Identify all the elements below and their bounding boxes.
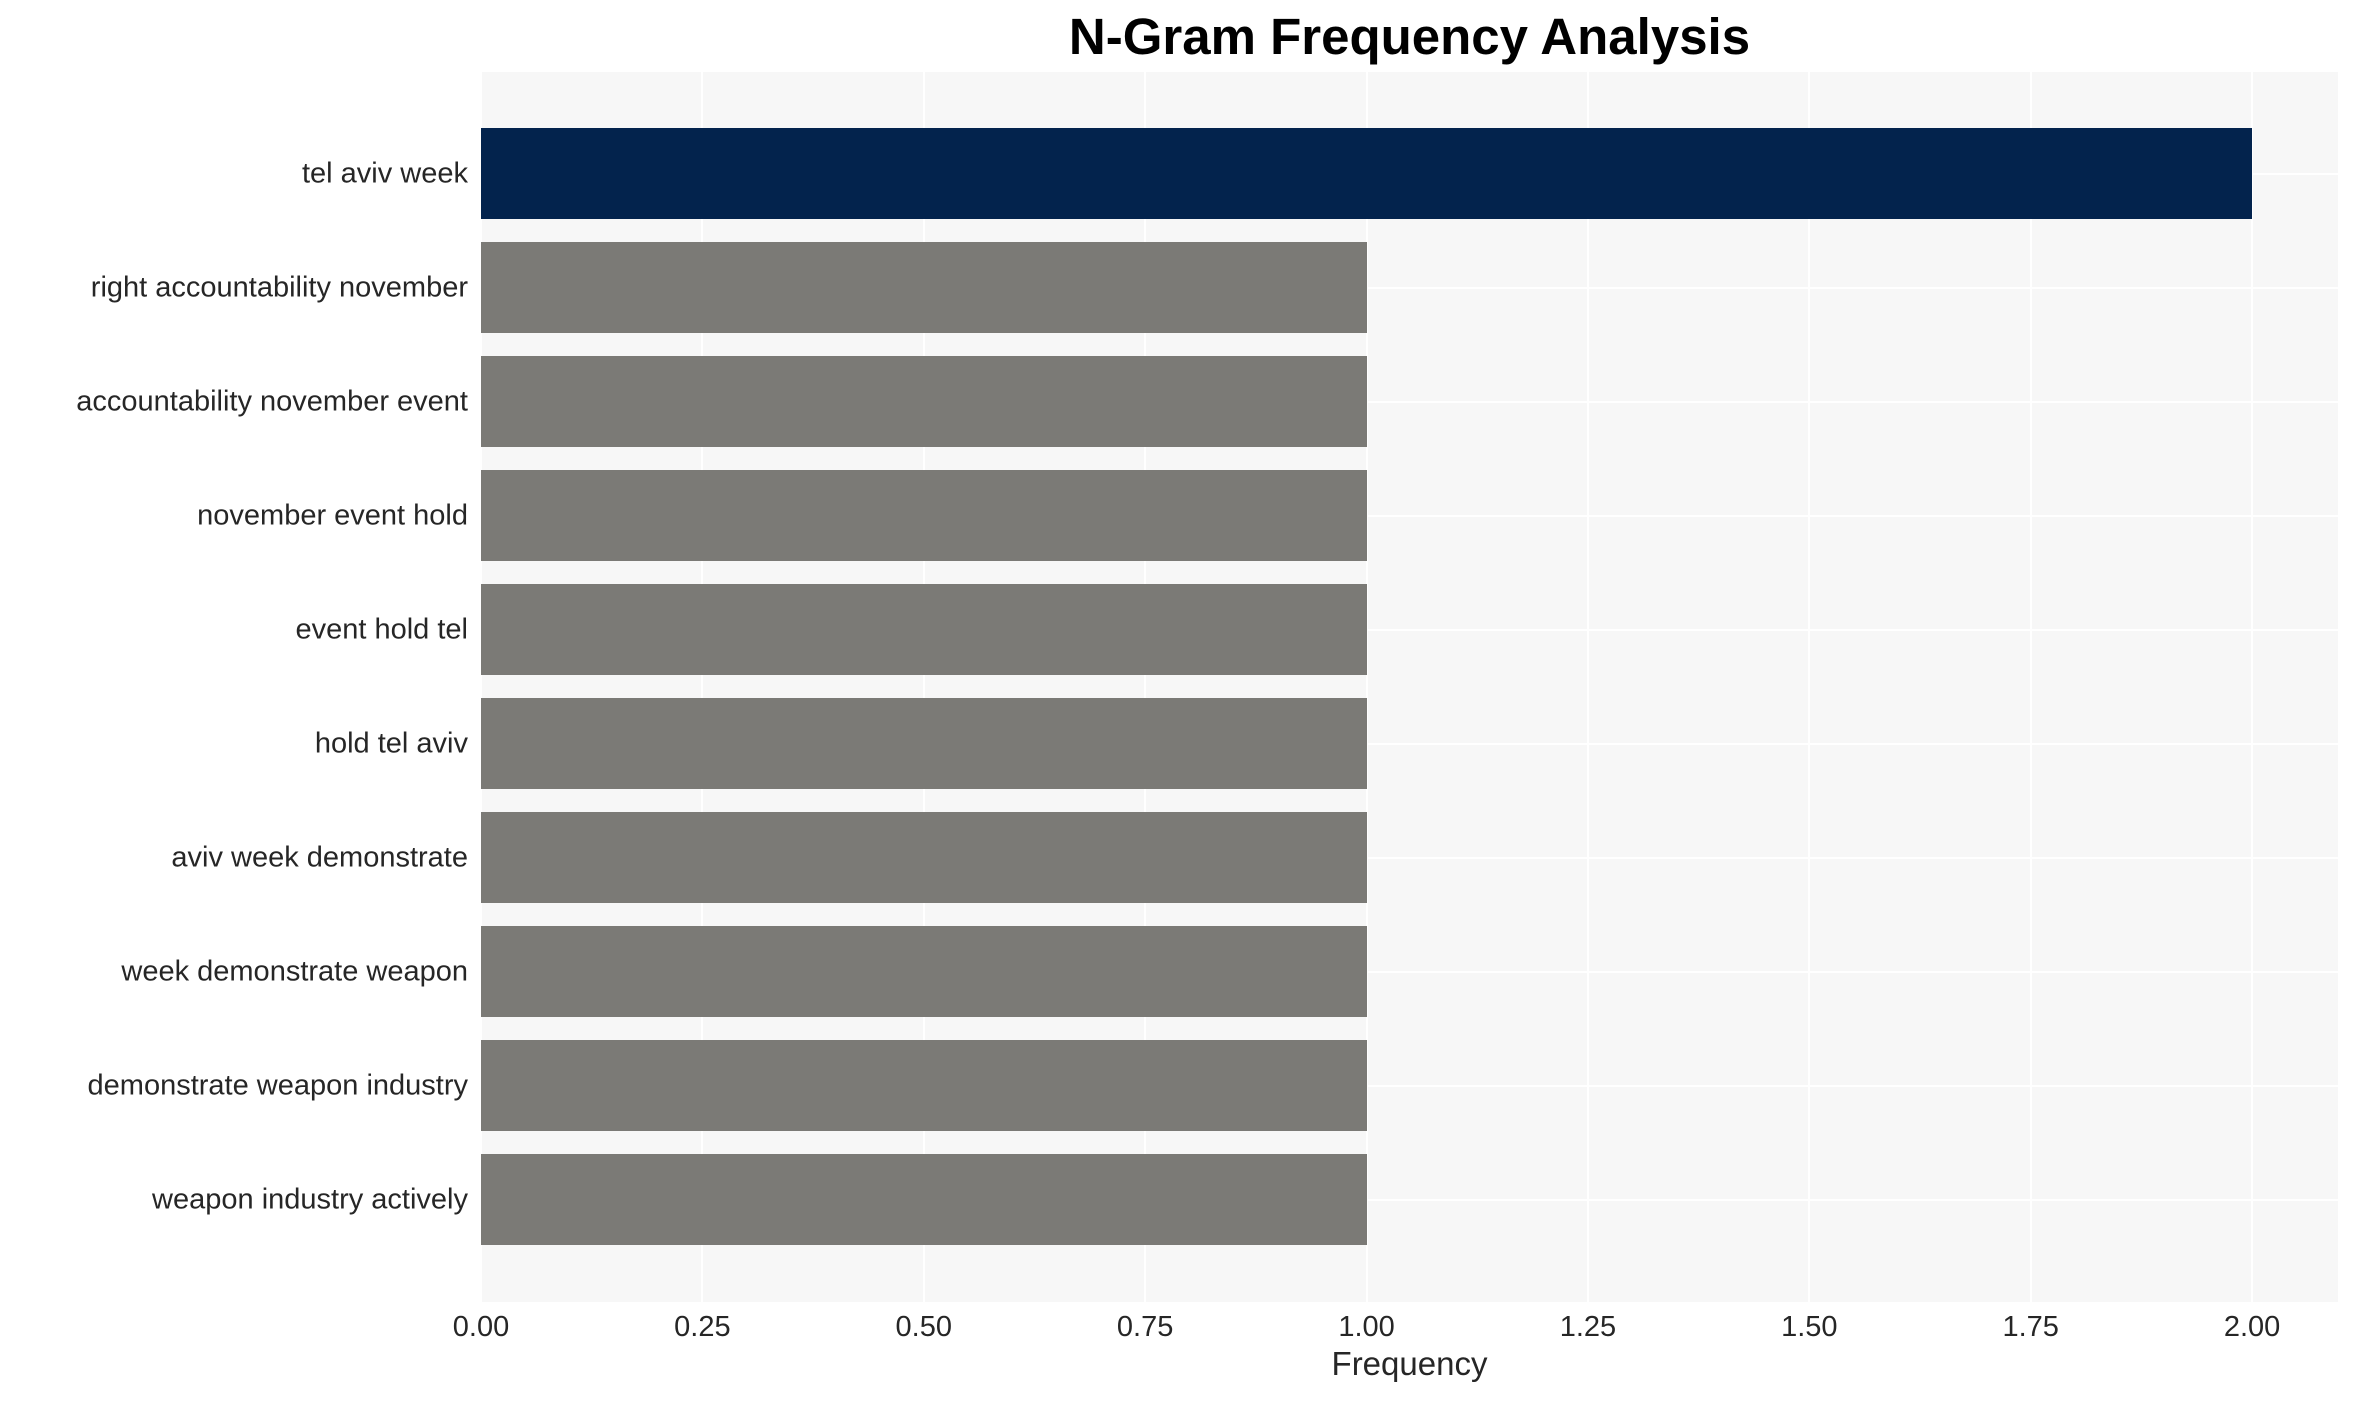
h-gridline — [481, 742, 2338, 745]
bar — [481, 1040, 1367, 1131]
y-axis-labels: tel aviv week right accountability novemb… — [0, 72, 468, 1302]
y-tick-label: weapon industry actively — [152, 1183, 468, 1215]
bar — [481, 584, 1367, 675]
y-tick-label: aviv week demonstrate — [171, 841, 468, 873]
x-tick-label: 1.00 — [1338, 1311, 1395, 1343]
y-tick-label: accountability november event — [76, 385, 468, 417]
h-gridline — [481, 628, 2338, 631]
v-gridline — [480, 72, 482, 1302]
bar — [481, 470, 1367, 561]
h-gridline — [481, 286, 2338, 289]
y-tick-label: event hold tel — [295, 613, 468, 645]
h-gridline — [481, 1198, 2338, 1201]
x-tick-label: 0.25 — [674, 1311, 731, 1343]
v-gridline — [1365, 72, 1368, 1302]
chart-title: N-Gram Frequency Analysis — [1068, 8, 1751, 65]
bar — [481, 812, 1367, 903]
bar — [481, 242, 1367, 333]
h-gridline — [481, 514, 2338, 517]
v-gridline — [1586, 72, 1589, 1302]
x-tick-label: 2.00 — [2223, 1311, 2281, 1343]
x-tick-label: 0.00 — [452, 1311, 510, 1343]
h-gridline — [481, 400, 2338, 403]
x-tick-label: 0.75 — [1116, 1311, 1174, 1343]
bar — [481, 926, 1367, 1017]
y-tick-label: november event hold — [197, 499, 468, 531]
x-tick-label: 1.75 — [2002, 1311, 2059, 1343]
bar — [481, 1154, 1367, 1245]
v-gridline — [1144, 72, 1147, 1302]
bar — [481, 128, 2253, 219]
x-tick-label: 0.50 — [895, 1311, 952, 1343]
x-axis-label: Frequency — [1331, 1345, 1488, 1382]
v-gridline — [922, 72, 925, 1302]
x-tick-label: 1.25 — [1559, 1311, 1617, 1343]
y-tick-label: tel aviv week — [301, 157, 468, 189]
h-gridline — [481, 1084, 2338, 1087]
h-gridline — [481, 970, 2338, 973]
x-tick-label: 1.50 — [1781, 1311, 1838, 1343]
v-gridline — [2251, 72, 2254, 1302]
v-gridline — [1808, 72, 1811, 1302]
v-gridline — [2029, 72, 2032, 1302]
v-gridline — [701, 72, 704, 1302]
bar — [481, 356, 1367, 447]
plot-area — [480, 72, 2338, 1302]
y-tick-label: right accountability november — [90, 271, 468, 303]
y-tick-label: hold tel aviv — [314, 727, 468, 759]
y-tick-label: demonstrate weapon industry — [87, 1069, 468, 1101]
bar — [481, 698, 1367, 789]
y-tick-label: week demonstrate weapon — [121, 955, 468, 987]
x-axis-ticks: 0.00 0.25 0.50 0.75 1.00 1.25 1.50 1.75 2.00 — [0, 1311, 2360, 1351]
h-gridline — [481, 856, 2338, 859]
